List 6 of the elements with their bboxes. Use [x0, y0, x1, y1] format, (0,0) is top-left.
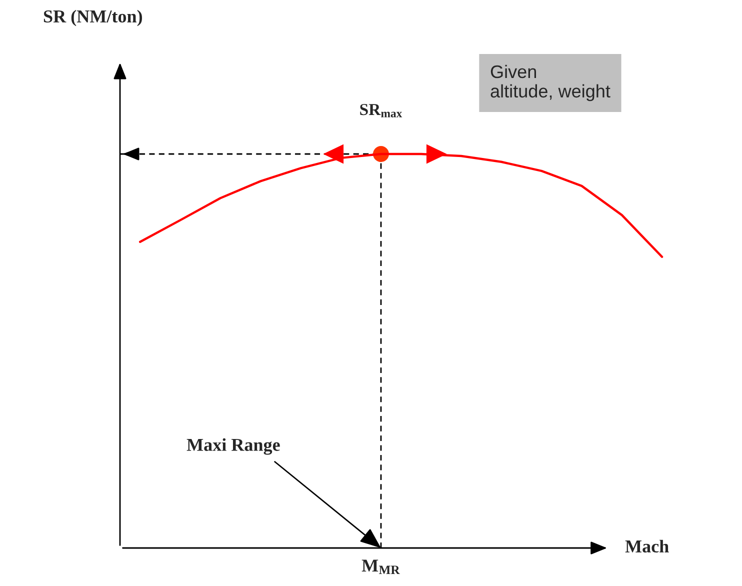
text: SR (NM/ton): [44, 10, 142, 26]
x-axis-title: Mach: [625, 540, 669, 553]
text: M$_{MR}$: [362, 560, 400, 574]
annotation: Maxi Range: [186, 438, 280, 455]
text: SR$_{max}$: [360, 104, 402, 118]
text: Given altitude, weight: [490, 64, 610, 102]
